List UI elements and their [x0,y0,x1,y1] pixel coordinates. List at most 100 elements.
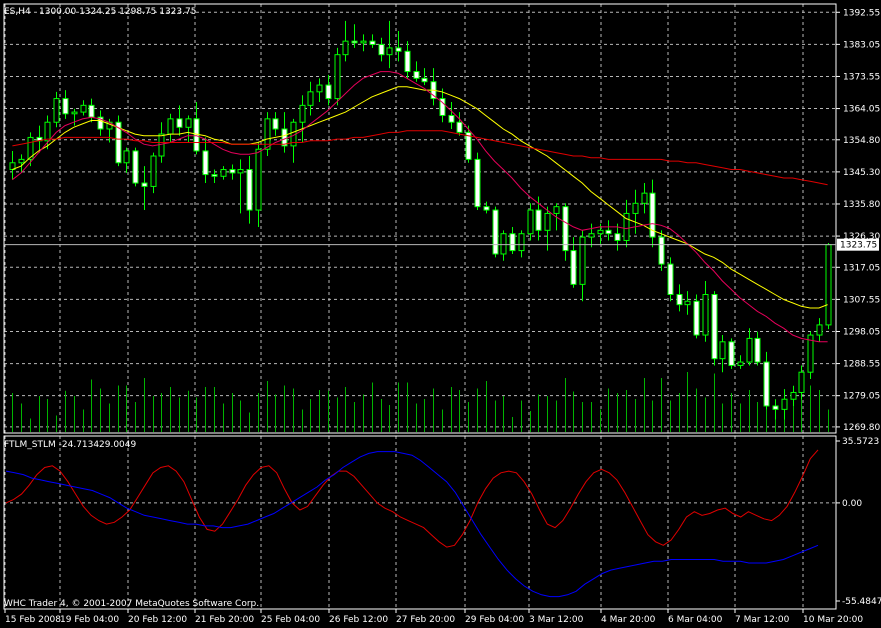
candle-body [684,300,691,306]
price-tick-label: 1279.05 [843,392,880,402]
candle [728,338,735,369]
current-price-box [837,238,879,251]
candle-body [579,236,586,285]
ma-line [12,71,828,343]
ma-line [12,130,828,186]
candle-body [386,47,393,56]
candle-body [150,155,157,187]
candle-body [229,169,236,174]
candle [772,399,779,420]
candle [290,118,297,163]
price-tick-label: 1392.55 [843,8,880,18]
candlesticks[interactable] [9,20,832,420]
candle-body [97,116,104,130]
candle-body [255,148,262,211]
time-tick-label: 3 Mar 12:00 [529,615,584,625]
current-price-label: 1323.75 [840,241,877,251]
price-tick-label: 1288.55 [843,360,880,370]
candle [807,331,814,379]
indicator-pane-frame [3,435,837,610]
candle [544,206,551,251]
candle-body [544,212,551,231]
time-tick-label: 6 Mar 04:00 [668,615,723,625]
candle [430,68,437,106]
candle-body [693,300,700,336]
chart-grid [4,4,836,609]
candle [185,115,192,143]
candle [281,112,288,153]
candle [676,284,683,312]
candle [211,169,218,184]
candle-body [246,169,253,211]
price-tick-label: 1364.05 [843,105,880,115]
candle-body [728,341,735,366]
price-tick-label: 1354.80 [843,136,880,146]
candle [790,385,797,406]
candle-body [649,192,656,238]
candle [88,98,95,123]
candle [518,230,525,258]
candle-body [167,118,174,135]
indicator-tick-label: 0.00 [842,499,862,509]
candle [746,328,753,366]
indicator-lines [5,449,819,598]
candle [115,115,122,167]
time-tick-label: 29 Feb 04:00 [465,615,524,625]
candle-body [307,91,314,106]
candle-body [395,47,402,52]
candle [623,199,630,248]
candle-body [570,250,577,285]
candle [264,112,271,157]
candle [202,137,209,184]
indicator-label: FTLM_STLM -24.7134 [4,440,99,450]
candle [439,88,446,123]
candle-body [790,391,797,400]
candle [500,230,507,261]
candle [307,81,314,116]
time-tick-label: 19 Feb 04:00 [60,615,119,625]
candle [465,125,472,163]
candle-body [518,233,525,252]
price-tick-label: 1345.30 [843,168,880,178]
candle [255,142,262,227]
candle-body [702,294,709,336]
candle-body [53,98,60,123]
candle-body [316,84,323,93]
candle [413,61,420,82]
price-tick-label: 1298.05 [843,327,880,337]
candle-body [211,174,218,177]
candle [193,101,200,155]
candle [334,47,341,106]
candle-body [456,121,463,133]
candle-body [754,337,761,363]
candle [44,115,51,150]
candle [53,91,60,128]
candle-body [798,371,805,393]
price-tick-label: 1317.05 [843,263,880,273]
candle-body [825,244,832,326]
indicator-tick-label: 35.5723 [842,437,879,447]
candle-body [220,169,227,177]
indicator-value2: 29.0049 [99,440,136,450]
candle [386,20,393,69]
candle-body [334,54,341,100]
candle [570,237,577,288]
candle [123,147,130,173]
candle-body [667,263,674,296]
candle [509,226,516,254]
candle-body [413,71,420,79]
candle-body [772,405,779,410]
candle [97,110,104,136]
candle [62,90,69,119]
candle-body [27,136,34,160]
candle-body [763,361,770,407]
candle [360,34,367,52]
candle [763,351,770,410]
candle [658,230,665,271]
candle [132,147,139,187]
candle [641,183,648,214]
candle [781,389,788,420]
candle [141,166,148,211]
candle-body [325,84,332,100]
